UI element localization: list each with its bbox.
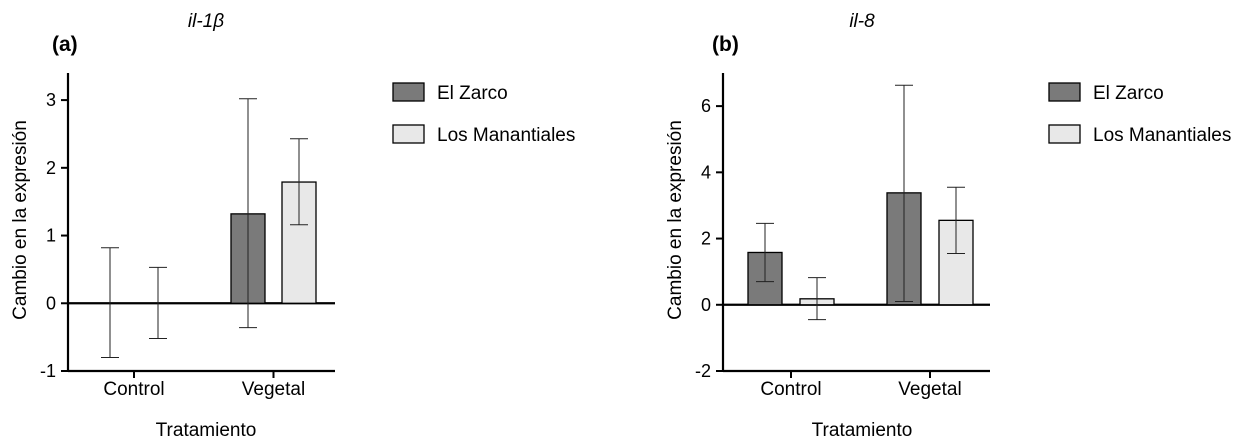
legend-b-swatch-los-manantiales [1048,124,1081,144]
panel-b-y-tick-label: 0 [701,295,711,315]
panel-a-plot: -1 0 1 2 3 Control Vegetal [40,73,335,400]
panel-a-x-tick-label: Vegetal [242,379,305,400]
legend-a-swatch-los-manantiales [392,124,425,144]
panel-b-plot: -2 0 2 4 6 Control Vegetal [695,73,990,400]
legend-a-label-los-manantiales: Los Manantiales [437,125,575,146]
legend-a-swatch-el-zarco [392,82,425,102]
panel-a-label: (a) [52,33,78,56]
panel-a-y-tick-label: 1 [46,226,56,246]
panel-a-error-bar [101,247,119,358]
panel-b-y-axis-label: Cambio en la expresión [665,120,686,320]
panel-b-x-axis-label: Tratamiento [812,420,913,441]
legend-b-label-los-manantiales: Los Manantiales [1093,125,1231,146]
panel-a-x-axis-label: Tratamiento [156,420,257,441]
panel-a-error-bar [239,98,257,329]
panel-b-x-tick-label: Vegetal [898,379,961,400]
panel-a-x-tick-label: Control [103,379,164,400]
panel-a-error-bar [290,138,308,226]
panel-b-y-tick-label: 2 [701,229,711,249]
panel-b-title: il-8 [849,11,875,32]
panel-b-error-bar [808,277,826,321]
legend-a-label-el-zarco: El Zarco [437,83,508,104]
panel-b-error-bar [895,84,913,302]
panel-b-y-tick-label: 4 [701,162,711,182]
panel-a-y-tick-label: -1 [40,361,56,381]
panel-b-y-tick-label: 6 [701,96,711,116]
panel-a-legend: El Zarco Los Manantiales [392,82,575,146]
panel-a-title: il-1β [188,11,224,32]
panel-b-y-tick-label: -2 [695,361,711,381]
legend-b-label-el-zarco: El Zarco [1093,83,1164,104]
panel-b-legend: El Zarco Los Manantiales [1048,82,1231,146]
panel-a-y-tick-label: 2 [46,158,56,178]
panel-a-y-axis-label: Cambio en la expresión [10,120,31,320]
legend-b-swatch-el-zarco [1048,82,1081,102]
panel-b-x-tick-label: Control [760,379,821,400]
panel-a-y-tick-label: 0 [46,293,56,313]
panel-b-error-bar [756,222,774,283]
panel-b-label: (b) [712,33,739,56]
panel-a-y-tick-label: 3 [46,90,56,110]
panel-b-error-bar [947,186,965,254]
panel-a-error-bar [149,266,167,339]
